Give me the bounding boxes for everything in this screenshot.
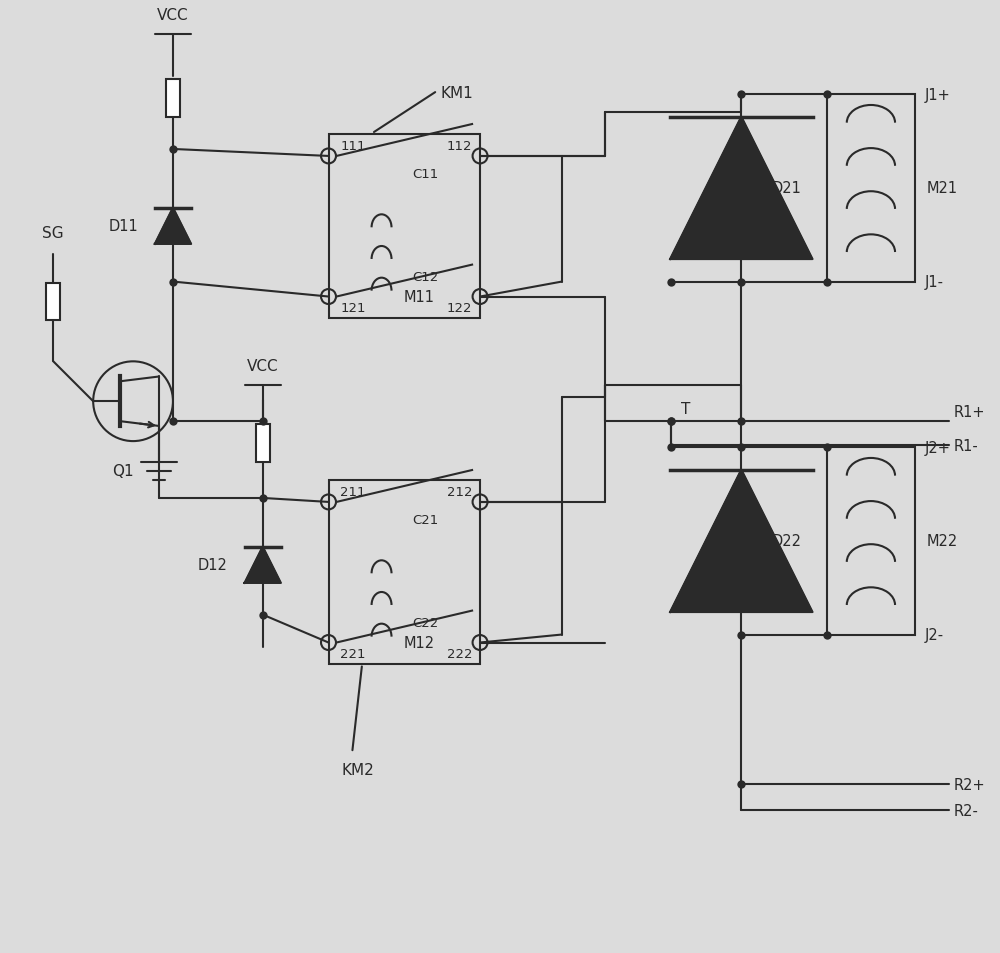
Text: 122: 122 bbox=[447, 301, 472, 314]
Text: KM2: KM2 bbox=[341, 762, 374, 778]
Polygon shape bbox=[245, 547, 281, 583]
Text: R2-: R2- bbox=[954, 802, 979, 818]
Text: 121: 121 bbox=[340, 301, 366, 314]
Text: 221: 221 bbox=[340, 647, 366, 659]
Text: C21: C21 bbox=[412, 514, 438, 527]
Text: R1+: R1+ bbox=[954, 404, 985, 419]
Text: R1-: R1- bbox=[954, 438, 978, 453]
Text: J2+: J2+ bbox=[925, 440, 951, 456]
Text: J1-: J1- bbox=[925, 274, 944, 290]
Bar bbox=[46, 283, 60, 321]
Polygon shape bbox=[670, 470, 813, 613]
Text: C22: C22 bbox=[412, 617, 438, 629]
Text: M21: M21 bbox=[927, 181, 958, 196]
Bar bbox=[827, 95, 915, 282]
Bar bbox=[827, 448, 915, 635]
Text: VCC: VCC bbox=[247, 359, 279, 374]
Bar bbox=[256, 425, 270, 462]
Text: J2-: J2- bbox=[925, 627, 944, 642]
Text: D12: D12 bbox=[198, 558, 228, 573]
Polygon shape bbox=[670, 117, 813, 260]
Text: 112: 112 bbox=[447, 140, 472, 152]
Text: C11: C11 bbox=[412, 169, 438, 181]
Text: KM1: KM1 bbox=[440, 86, 473, 100]
Text: 212: 212 bbox=[447, 485, 472, 498]
Text: 111: 111 bbox=[340, 140, 366, 152]
Text: 211: 211 bbox=[340, 485, 366, 498]
Text: C12: C12 bbox=[412, 271, 438, 284]
Bar bbox=[166, 80, 180, 118]
Text: M22: M22 bbox=[927, 534, 958, 549]
Text: Q1: Q1 bbox=[112, 463, 134, 478]
Text: D21: D21 bbox=[771, 181, 801, 196]
Text: J1+: J1+ bbox=[925, 88, 951, 103]
Text: D22: D22 bbox=[771, 534, 801, 549]
Text: T: T bbox=[681, 402, 691, 416]
Text: 222: 222 bbox=[447, 647, 472, 659]
Text: SG: SG bbox=[42, 226, 64, 240]
Bar bbox=[329, 480, 480, 665]
Polygon shape bbox=[155, 209, 191, 245]
Text: M11: M11 bbox=[403, 290, 434, 305]
Text: M12: M12 bbox=[403, 636, 435, 650]
Text: D11: D11 bbox=[108, 219, 138, 234]
Text: VCC: VCC bbox=[157, 9, 189, 23]
Bar bbox=[329, 135, 480, 319]
Text: R2+: R2+ bbox=[954, 777, 985, 792]
